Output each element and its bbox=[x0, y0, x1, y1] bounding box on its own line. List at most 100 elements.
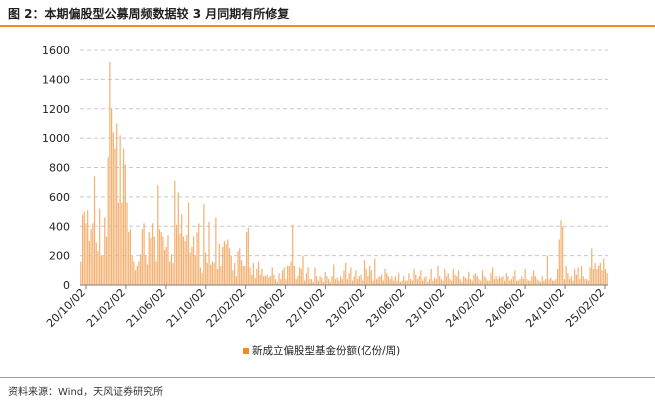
bar bbox=[128, 232, 130, 286]
bar bbox=[504, 280, 506, 285]
bar bbox=[157, 185, 159, 286]
bar bbox=[550, 277, 552, 285]
bar bbox=[81, 214, 84, 285]
bar bbox=[572, 280, 574, 285]
bar bbox=[556, 268, 559, 285]
bar bbox=[122, 148, 125, 285]
bar bbox=[394, 276, 396, 285]
bar bbox=[196, 232, 198, 286]
bar bbox=[348, 273, 350, 285]
bar bbox=[331, 276, 333, 285]
bar bbox=[281, 270, 284, 285]
bar bbox=[403, 276, 405, 285]
bar bbox=[454, 274, 456, 285]
bar bbox=[531, 276, 533, 285]
footer-divider bbox=[0, 377, 655, 378]
bar bbox=[415, 274, 417, 285]
bar bbox=[193, 236, 195, 285]
bar bbox=[227, 239, 229, 285]
bar bbox=[225, 243, 227, 286]
bar bbox=[521, 276, 523, 285]
bar bbox=[298, 267, 301, 286]
x-tick-label: 21/06/02 bbox=[124, 286, 168, 330]
bar bbox=[439, 276, 441, 285]
bar bbox=[539, 282, 542, 285]
bar bbox=[288, 265, 290, 285]
bar bbox=[512, 276, 514, 285]
bar bbox=[509, 280, 511, 285]
bar bbox=[329, 282, 331, 285]
bar bbox=[510, 279, 513, 286]
bar bbox=[307, 267, 309, 286]
bar bbox=[355, 270, 357, 285]
bar bbox=[420, 270, 422, 285]
bar bbox=[497, 279, 499, 286]
bar bbox=[216, 268, 219, 285]
bar bbox=[514, 270, 516, 285]
bar bbox=[563, 279, 566, 286]
bar bbox=[589, 267, 591, 286]
x-tick-label: 24/02/02 bbox=[443, 286, 487, 330]
bar bbox=[339, 276, 342, 285]
x-tick-label: 24/10/02 bbox=[523, 286, 567, 330]
bar bbox=[597, 265, 600, 285]
gridlines bbox=[80, 49, 608, 257]
x-tick-label: 23/02/02 bbox=[323, 286, 367, 330]
bar bbox=[261, 268, 263, 285]
bar bbox=[182, 236, 184, 285]
bar bbox=[102, 255, 104, 286]
bar bbox=[418, 276, 420, 285]
bar bbox=[153, 236, 155, 285]
bar bbox=[223, 240, 225, 285]
bar bbox=[184, 240, 186, 285]
bar bbox=[275, 279, 277, 286]
bar bbox=[95, 242, 97, 285]
bar bbox=[254, 277, 256, 285]
bar bbox=[187, 202, 190, 285]
bar bbox=[100, 255, 102, 286]
x-tick-label: 25/02/02 bbox=[563, 286, 607, 330]
bar bbox=[437, 265, 439, 285]
bar bbox=[341, 279, 343, 286]
bar bbox=[579, 279, 581, 286]
bar bbox=[596, 268, 598, 285]
bar bbox=[343, 270, 345, 285]
bar bbox=[309, 279, 311, 286]
bar bbox=[522, 279, 525, 286]
bar bbox=[160, 232, 162, 286]
bar bbox=[500, 277, 502, 285]
x-tick-label: 21/10/02 bbox=[164, 286, 208, 330]
chart-legend: 新成立偏股型基金份额(亿份/周) bbox=[243, 343, 400, 358]
bar bbox=[560, 220, 562, 286]
y-tick-label: 400 bbox=[49, 220, 70, 233]
bar bbox=[401, 280, 403, 285]
bar bbox=[468, 271, 470, 285]
bar bbox=[92, 223, 94, 285]
bar bbox=[490, 273, 492, 285]
bar bbox=[493, 279, 495, 286]
bar bbox=[189, 252, 191, 285]
bar bbox=[483, 276, 485, 285]
bar bbox=[148, 232, 150, 286]
bar bbox=[478, 279, 480, 286]
bar bbox=[333, 264, 335, 285]
bar bbox=[319, 276, 321, 285]
bar bbox=[239, 248, 241, 285]
y-tick-label: 0 bbox=[63, 279, 70, 292]
bar bbox=[582, 276, 584, 285]
bar bbox=[538, 280, 540, 285]
bar bbox=[283, 267, 285, 286]
bar bbox=[591, 248, 593, 285]
bar bbox=[586, 279, 588, 286]
bar bbox=[492, 267, 494, 286]
bar bbox=[416, 279, 419, 286]
bar bbox=[322, 282, 325, 285]
bar bbox=[495, 276, 497, 285]
bar bbox=[599, 262, 601, 285]
bar bbox=[213, 262, 215, 285]
bar bbox=[215, 217, 217, 285]
bar bbox=[251, 274, 253, 285]
bar bbox=[290, 261, 292, 285]
bar bbox=[351, 280, 354, 285]
bar bbox=[264, 276, 267, 285]
